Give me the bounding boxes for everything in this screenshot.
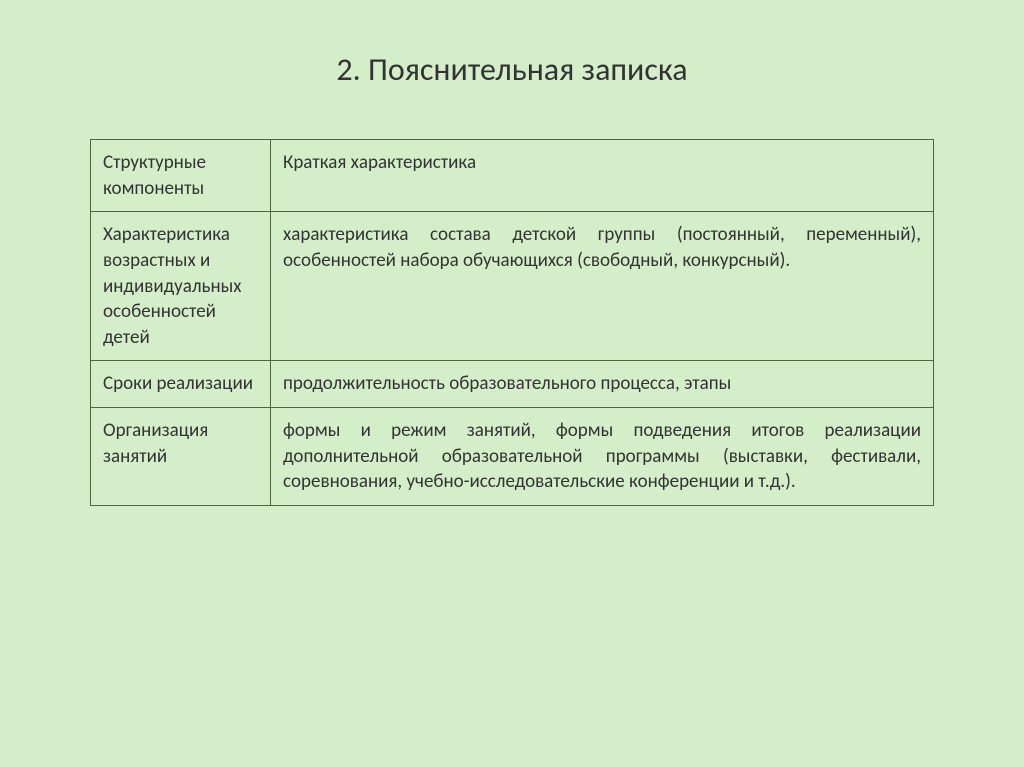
table-row: Характеристика возрастных и индивидуальн… [91, 212, 934, 361]
table-row: Сроки реализации продолжительность образ… [91, 361, 934, 408]
table-cell-description: продолжительность образовательного проце… [271, 361, 934, 408]
table-cell-description: характеристика состава детской группы (п… [271, 212, 934, 361]
table-cell-component: Организация занятий [91, 408, 271, 506]
table-cell-component: Структурные компоненты [91, 140, 271, 212]
table-row: Организация занятий формы и режим заняти… [91, 408, 934, 506]
table-cell-component: Сроки реализации [91, 361, 271, 408]
table-cell-description: Краткая характеристика [271, 140, 934, 212]
table-row: Структурные компоненты Краткая характери… [91, 140, 934, 212]
table-cell-description: формы и режим занятий, формы подведения … [271, 408, 934, 506]
table-cell-component: Характеристика возрастных и индивидуальн… [91, 212, 271, 361]
components-table: Структурные компоненты Краткая характери… [90, 139, 934, 506]
page-title: 2. Пояснительная записка [90, 50, 934, 89]
